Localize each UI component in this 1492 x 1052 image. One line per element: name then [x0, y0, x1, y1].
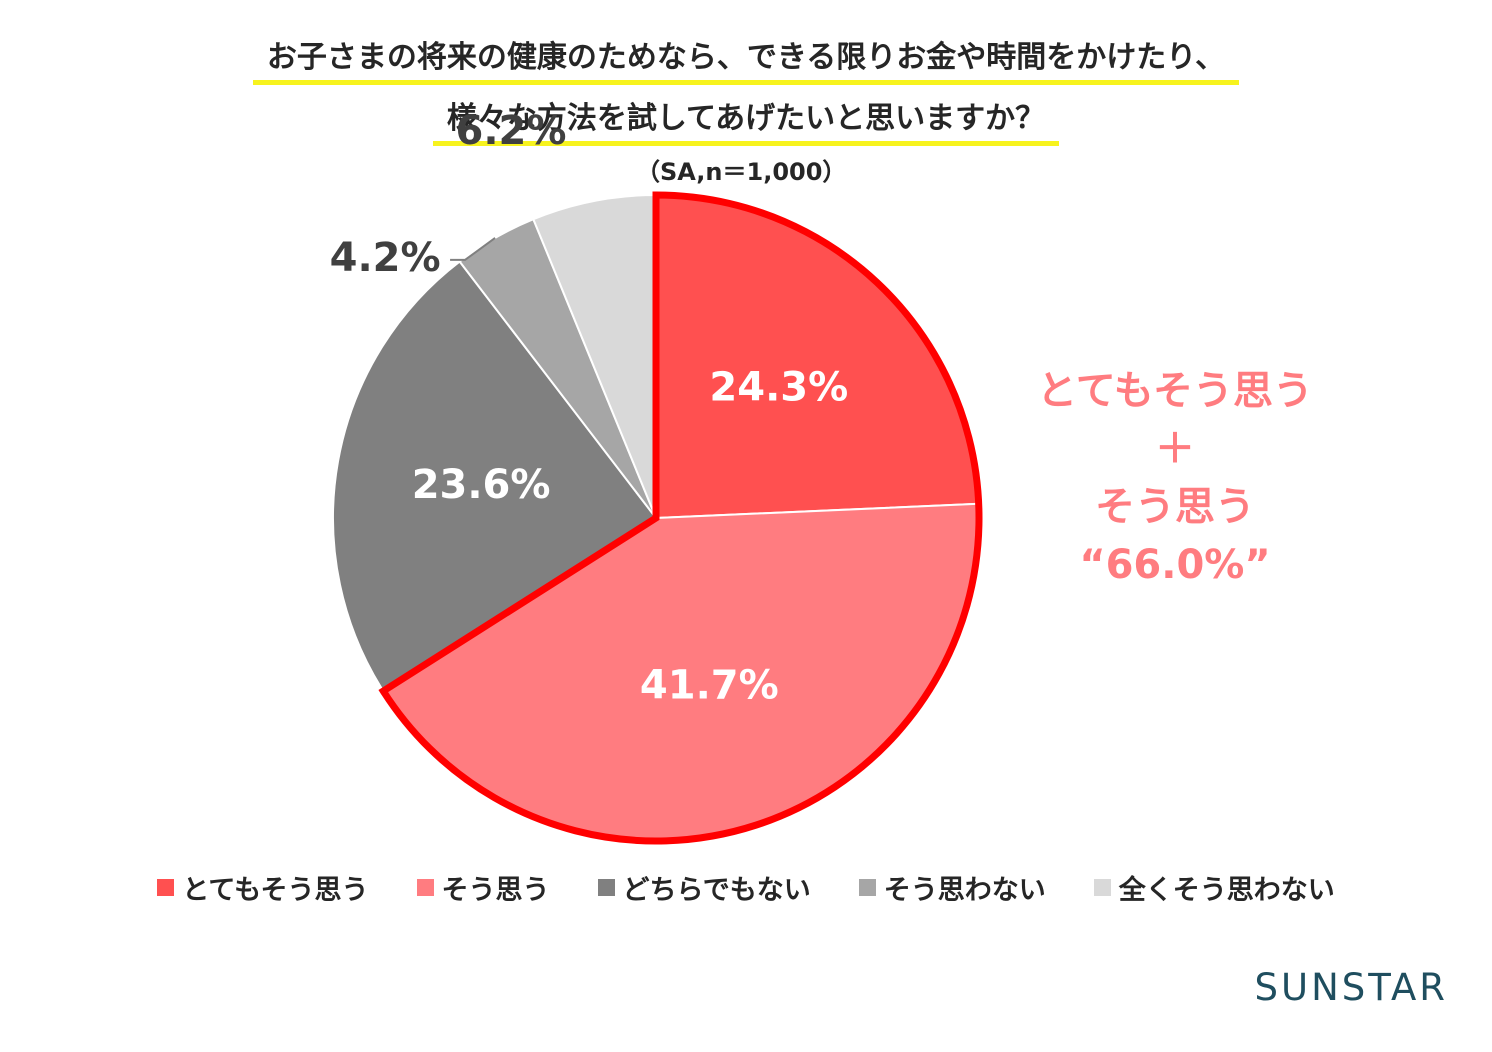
leader-line — [450, 237, 496, 261]
data-labels: 24.3% 41.7% 23.6% 4.2% 6.2% — [330, 108, 849, 708]
combined-callout: とてもそう思う ＋ そう思う “66.0%” — [1030, 362, 1320, 594]
legend-label: とてもそう思う — [182, 875, 369, 906]
pie-slice — [655, 193, 980, 520]
legend-item: とてもそう思う — [157, 868, 369, 907]
data-label: 6.2% — [456, 108, 567, 154]
data-label: 23.6% — [412, 462, 551, 508]
legend-item: 全くそう思わない — [1093, 868, 1335, 907]
callout-line-1: とてもそう思う — [1037, 368, 1313, 414]
legend-swatch — [416, 879, 434, 896]
data-label: 24.3% — [709, 365, 848, 411]
leader-lines — [450, 237, 496, 261]
legend-label: そう思わない — [883, 875, 1046, 906]
callout-total: “66.0%” — [1079, 542, 1271, 588]
data-label: 4.2% — [330, 235, 441, 281]
callout-plus: ＋ — [1155, 426, 1195, 472]
legend-item: そう思わない — [858, 868, 1046, 907]
legend-label: 全くそう思わない — [1118, 875, 1335, 906]
pie-slice — [332, 260, 658, 693]
legend-item: どちらでもない — [597, 868, 811, 907]
legend-item: そう思う — [416, 868, 550, 907]
legend-label: どちらでもない — [622, 875, 811, 906]
chart-title-line-2: 様々な方法を試してあげたいと思いますか？ — [0, 93, 1492, 146]
chart-title-line-1: お子さまの将来の健康のためなら、できる限りお金や時間をかけたり、 — [0, 32, 1492, 85]
highlight-outline — [378, 191, 983, 845]
legend-swatch — [597, 879, 615, 896]
legend-swatch — [157, 879, 175, 896]
brand-logo: SUNSTAR — [1254, 966, 1448, 1009]
pie-slices — [332, 193, 980, 842]
chart-title-text-2: 様々な方法を試してあげたいと思いますか？ — [432, 93, 1060, 146]
sample-size-note: （SA,n＝1,000） — [636, 158, 847, 186]
chart-title-text-1: お子さまの将来の健康のためなら、できる限りお金や時間をかけたり、 — [252, 32, 1240, 85]
legend-label: そう思う — [441, 875, 550, 906]
legend-swatch — [1093, 879, 1111, 896]
legend: とてもそう思う そう思う どちらでもない そう思わない 全くそう思わない — [0, 868, 1492, 907]
highlight-outline-path — [378, 191, 983, 845]
callout-line-3: そう思う — [1095, 484, 1255, 530]
data-label: 41.7% — [640, 662, 779, 708]
legend-swatch — [858, 879, 876, 896]
